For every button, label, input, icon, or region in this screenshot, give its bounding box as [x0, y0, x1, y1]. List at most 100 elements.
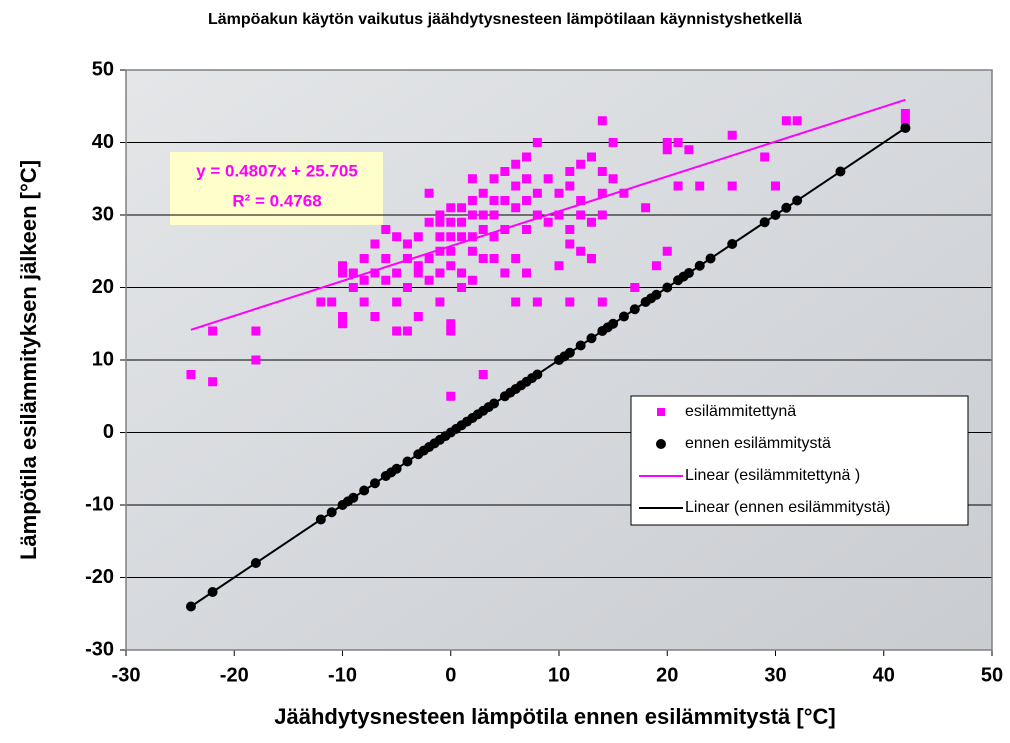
chart-title: Lämpöakun käytön vaikutus jäähdytysneste… [208, 11, 802, 28]
y-tick-label: 50 [92, 58, 114, 80]
point [900, 123, 911, 133]
point [424, 275, 434, 285]
point [381, 225, 391, 234]
point [250, 558, 261, 568]
point [597, 188, 607, 198]
point [618, 311, 629, 322]
point [673, 138, 683, 147]
x-tick-label: 20 [656, 664, 678, 686]
point [641, 203, 651, 213]
point [511, 159, 521, 169]
point [392, 268, 402, 278]
point [478, 210, 488, 220]
point [511, 297, 521, 307]
point [381, 254, 391, 263]
point [760, 152, 770, 162]
point [522, 152, 532, 162]
point [348, 492, 359, 503]
x-tick-label: 30 [764, 664, 786, 686]
point [207, 587, 218, 597]
point [467, 210, 477, 220]
equation-box [170, 152, 383, 225]
point [489, 232, 499, 242]
point [446, 203, 456, 213]
point [338, 261, 347, 271]
legend-swatch [656, 439, 666, 449]
point [565, 225, 575, 234]
point [457, 203, 467, 213]
point [759, 217, 770, 228]
x-tick-label: 40 [873, 664, 895, 686]
point [413, 268, 423, 278]
point [489, 254, 499, 263]
point [522, 268, 532, 278]
point [576, 159, 586, 169]
point [792, 195, 803, 206]
point [392, 326, 402, 336]
point [446, 217, 456, 227]
point [446, 319, 456, 329]
point [500, 225, 510, 234]
point [532, 297, 542, 307]
point [457, 232, 467, 242]
point [619, 188, 629, 198]
point [402, 326, 412, 336]
point [576, 246, 586, 256]
point [705, 253, 716, 264]
point [511, 203, 521, 213]
point [576, 196, 586, 205]
point [565, 167, 575, 176]
legend-label: Linear (esilämmitettynä ) [685, 467, 860, 484]
point [186, 370, 196, 379]
point [597, 210, 607, 220]
point [435, 217, 445, 227]
point [792, 116, 802, 126]
point [251, 326, 261, 336]
point [446, 391, 456, 401]
point [348, 283, 358, 292]
legend-label: ennen esilämmitystä [685, 435, 831, 452]
point [586, 333, 597, 344]
point [446, 246, 456, 256]
point [684, 145, 694, 155]
point [543, 174, 553, 184]
point [500, 196, 510, 205]
point [370, 312, 380, 321]
point [597, 116, 607, 126]
point [522, 225, 532, 234]
point [727, 239, 738, 249]
point [900, 109, 910, 118]
point [586, 254, 596, 263]
point [467, 196, 477, 205]
point [413, 312, 423, 321]
point [770, 210, 781, 220]
point [402, 283, 412, 292]
point [662, 282, 673, 293]
r-squared: R² = 0.4768 [232, 191, 321, 210]
point [413, 232, 423, 242]
point [608, 138, 618, 147]
point [511, 254, 521, 263]
point [457, 283, 467, 292]
point [532, 188, 542, 198]
point [727, 181, 737, 191]
point [532, 138, 542, 147]
point [467, 174, 477, 184]
y-tick-label: 0 [103, 421, 114, 443]
point [338, 319, 347, 329]
point [435, 232, 445, 242]
point [835, 166, 846, 177]
point [402, 456, 413, 467]
point [338, 268, 347, 278]
legend-box [630, 395, 969, 526]
point [781, 202, 792, 213]
point [608, 174, 618, 184]
equation: y = 0.4807x + 25.705 [196, 161, 358, 180]
point [489, 174, 499, 184]
point [208, 377, 218, 387]
point [597, 297, 607, 307]
point [467, 275, 477, 285]
y-tick-label: -30 [85, 638, 114, 660]
y-tick-label: 30 [92, 203, 114, 225]
